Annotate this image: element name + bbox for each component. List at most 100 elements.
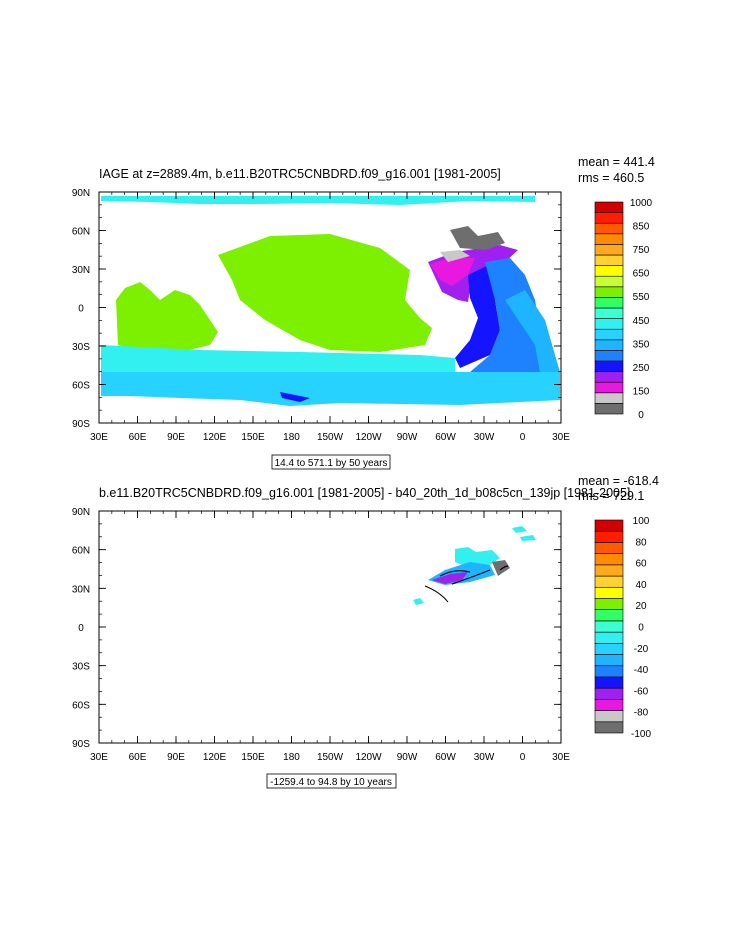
x-tick-label: 120W: [355, 432, 382, 443]
x-tick-label: 60W: [435, 752, 456, 763]
region-greenland-light: [440, 250, 470, 262]
y-tick-label: 30N: [72, 584, 90, 595]
colorbar-label: 650: [633, 269, 650, 280]
y-tick-label: 60N: [72, 227, 90, 238]
colorbar-cell: [594, 339, 624, 351]
y-tick-label: 90N: [72, 188, 90, 199]
bottom-region-cyan: [455, 547, 500, 568]
colorbar-label: 100: [633, 516, 650, 527]
bottom-region-dark: [492, 560, 510, 576]
colorbar-label: 250: [633, 363, 650, 374]
colorbar-cell: [594, 631, 624, 644]
colorbar-cell: [594, 286, 624, 298]
x-tick-label: 30W: [474, 432, 495, 443]
bottom-region-islands: [512, 526, 536, 541]
colorbar-cell: [594, 575, 624, 588]
colorbar-label: 20: [635, 601, 647, 612]
colorbar-label: 550: [633, 292, 650, 303]
x-tick-label: 150W: [317, 752, 344, 763]
bottom-mean: mean = -618.4: [578, 474, 659, 488]
x-tick-label: 150E: [241, 432, 265, 443]
region-greenland-grey: [450, 226, 505, 250]
colorbar-label: 80: [635, 537, 647, 548]
x-tick-label: 60W: [435, 432, 456, 443]
colorbar-cell: [594, 564, 624, 577]
x-tick-label: 90W: [397, 432, 418, 443]
y-tick-label: 30S: [72, 662, 90, 673]
x-tick-label: 120E: [203, 752, 227, 763]
region-arctic: [101, 196, 535, 205]
colorbar-cell: [594, 609, 624, 622]
colorbar-label: 150: [633, 386, 650, 397]
colorbar-cell: [594, 307, 624, 319]
colorbar-label: 40: [635, 580, 647, 591]
y-tick-label: 90N: [72, 507, 90, 518]
y-tick-label: 30N: [72, 265, 90, 276]
colorbar-label: 0: [638, 410, 644, 421]
top-title: IAGE at z=2889.4m, b.e11.B20TRC5CNBDRD.f…: [99, 167, 501, 181]
colorbar-label: -40: [634, 665, 649, 676]
colorbar-label: 750: [633, 245, 650, 256]
colorbar-cell: [594, 297, 624, 309]
colorbar-cell: [594, 710, 624, 723]
region-atlantic-light: [505, 290, 560, 372]
bottom-contour-info-box: [266, 773, 397, 789]
colorbar-cell: [594, 275, 624, 288]
colorbar-cell: [594, 687, 624, 700]
colorbar-cell: [594, 254, 624, 266]
y-tick-label: 90S: [72, 419, 90, 430]
y-tick-label: 0: [78, 623, 84, 634]
x-tick-label: 30W: [474, 752, 495, 763]
colorbar-cell: [594, 643, 624, 655]
colorbar-cell: [594, 201, 624, 213]
region-south-cyan: [101, 345, 455, 372]
top-y-ticks: 90N 60N 30N 0 30S 60S 90S: [72, 188, 561, 430]
bottom-colorbar-labels: 100 80 60 40 20 0 -20 -40 -60 -80 -100: [631, 516, 651, 740]
x-tick-label: 0: [520, 432, 526, 443]
colorbar-label: 850: [633, 222, 650, 233]
colorbar-label: 0: [638, 623, 644, 634]
top-rms: rms = 460.5: [578, 171, 644, 185]
region-antarctic-edge: [280, 392, 310, 402]
region-north-atlantic-magenta: [430, 258, 475, 286]
y-tick-label: 60S: [72, 381, 90, 392]
x-tick-label: 30E: [552, 432, 570, 443]
colorbar-cell: [594, 381, 624, 394]
colorbar-cell: [594, 212, 624, 224]
colorbar-cell: [594, 553, 624, 566]
x-tick-label: 120E: [203, 432, 227, 443]
y-tick-label: 30S: [72, 342, 90, 353]
x-tick-label: 30E: [552, 752, 570, 763]
colorbar-cell: [594, 403, 624, 415]
x-tick-label: 90E: [167, 752, 185, 763]
colorbar-cell: [594, 620, 624, 633]
bottom-rms: rms = 729.1: [578, 489, 644, 503]
bottom-contour-info: -1259.4 to 94.8 by 10 years: [270, 777, 392, 788]
x-tick-label: 150W: [317, 432, 344, 443]
bottom-region-purple: [432, 572, 468, 584]
colorbar-cell: [594, 350, 624, 362]
region-indian-ocean: [116, 282, 218, 352]
x-tick-label: 60E: [129, 752, 147, 763]
top-contour-info: 14.4 to 571.1 by 50 years: [275, 458, 388, 469]
colorbar-cell: [594, 654, 624, 667]
y-tick-label: 60S: [72, 700, 90, 711]
colorbar-label: 450: [633, 316, 650, 327]
region-southern-ocean: [101, 372, 560, 406]
x-tick-label: 90E: [167, 432, 185, 443]
x-tick-label: 30E: [90, 432, 108, 443]
y-tick-label: 60N: [72, 546, 90, 557]
colorbar-cell: [594, 360, 624, 372]
x-tick-label: 180: [283, 752, 300, 763]
colorbar-label: -60: [634, 686, 649, 697]
bottom-region-contour: [439, 565, 509, 585]
region-north-pacific: [218, 234, 432, 352]
colorbar-cell: [594, 371, 624, 383]
x-tick-label: 60E: [129, 432, 147, 443]
colorbar-cell: [594, 318, 624, 330]
colorbar-cell: [594, 328, 624, 341]
colorbar-label: -80: [634, 708, 649, 719]
colorbar-label: 350: [633, 339, 650, 350]
x-tick-label: 180: [283, 432, 300, 443]
